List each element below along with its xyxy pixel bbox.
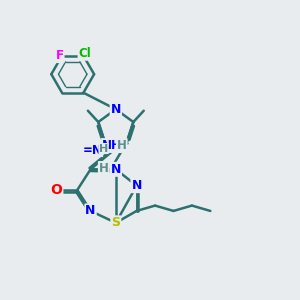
Text: NH: NH	[101, 139, 121, 152]
Text: N: N	[131, 179, 142, 192]
Text: =N: =N	[83, 143, 103, 157]
Text: H: H	[99, 162, 109, 175]
Text: F: F	[56, 49, 64, 62]
Text: H: H	[99, 143, 108, 154]
Text: S: S	[111, 216, 120, 229]
Text: Cl: Cl	[79, 47, 91, 60]
Text: N: N	[85, 204, 96, 218]
Text: N: N	[111, 103, 121, 116]
Text: N: N	[111, 163, 121, 176]
Text: O: O	[50, 183, 62, 197]
Text: H: H	[117, 139, 127, 152]
